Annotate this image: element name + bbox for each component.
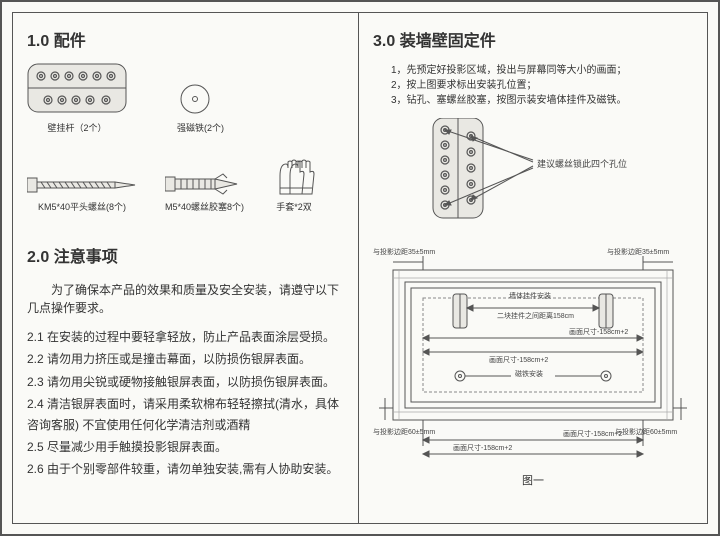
section-1-title: 1.0 配件 bbox=[27, 27, 344, 51]
bracket-icon bbox=[27, 63, 127, 117]
label-magnet-install: 磁铁安装 bbox=[515, 369, 543, 378]
note-2-2: 2.2 请勿用力挤压或是撞击幕面，以防损伤银屏表面。 bbox=[27, 349, 344, 369]
section-3-title: 3.0 装墙壁固定件 bbox=[373, 27, 693, 51]
magnet-icon bbox=[177, 81, 213, 117]
label-158-bottom-2: 画面尺寸-158cm+2 bbox=[453, 443, 512, 452]
step-3: 3，钻孔、塞螺丝胶塞，按图示装安墙体挂件及磁铁。 bbox=[391, 93, 693, 108]
right-column: 3.0 装墙壁固定件 1，先预定好投影区域，投出与屏幕同等大小的画面； 2，按上… bbox=[359, 13, 707, 523]
dim-top-left: 与投影边距35±5mm bbox=[373, 247, 435, 256]
inner-frame: 1.0 配件 bbox=[12, 12, 708, 524]
label-bracket-dist: 二块挂件之间距离158cm bbox=[497, 311, 574, 320]
label-158-bottom-1: 画面尺寸-158cm+2 bbox=[563, 429, 622, 438]
magnet-label: 强磁铁(2个) bbox=[177, 121, 224, 134]
accessory-row-1: 壁挂杆（2个） 强磁铁(2个) bbox=[27, 63, 344, 134]
accessory-screw: KM5*40平头螺丝(8个) bbox=[27, 174, 137, 213]
accessory-row-2: KM5*40平头螺丝(8个) M5*40螺丝胶塞8个) bbox=[27, 158, 344, 213]
label-158-inside-1: 画面尺寸-158cm+2 bbox=[569, 327, 628, 336]
anchor-icon bbox=[165, 172, 239, 196]
anchor-label: M5*40螺丝胶塞8个) bbox=[165, 200, 244, 213]
step-1: 1，先预定好投影区域，投出与屏幕同等大小的画面； bbox=[391, 63, 693, 78]
bracket-hole-diagram: 建议螺丝锁此四个孔位 bbox=[373, 118, 633, 228]
note-2-5: 2.5 尽量减少用手触摸投影银屏表面。 bbox=[27, 437, 344, 457]
intro-text: 为了确保本产品的效果和质量及安全安装，请遵守以下几点操作要求。 bbox=[27, 281, 344, 317]
accessory-anchor: M5*40螺丝胶塞8个) bbox=[165, 172, 244, 213]
label-wall-install: 墙体挂件安装 bbox=[509, 291, 551, 300]
note-2-6: 2.6 由于个别零部件较重，请勿单独安装,需有人协助安装。 bbox=[27, 459, 344, 479]
wall-install-diagram: 与投影边距35±5mm 与投影边距35±5mm 与投影边距60±5mm 与投影边… bbox=[373, 234, 693, 464]
dim-top-right: 与投影边距35±5mm bbox=[607, 247, 669, 256]
label-158-inside-2: 画面尺寸-158cm+2 bbox=[489, 355, 548, 364]
note-2-4: 2.4 清洁银屏表面时，请采用柔软棉布轻轻擦拭(清水，具体咨询客服) 不宜使用任… bbox=[27, 394, 344, 435]
note-2-3: 2.3 请勿用尖锐或硬物接触银屏表面，以防损伤银屏表面。 bbox=[27, 372, 344, 392]
screw-icon bbox=[27, 174, 137, 196]
dim-side-right: 与投影边距60±5mm bbox=[615, 427, 677, 436]
bracket-label: 壁挂杆（2个） bbox=[27, 121, 127, 134]
step-2: 2，按上图要求标出安装孔位置； bbox=[391, 78, 693, 93]
figure-caption: 图一 bbox=[373, 472, 693, 488]
screw-label: KM5*40平头螺丝(8个) bbox=[27, 200, 137, 213]
page: 1.0 配件 bbox=[0, 0, 720, 536]
install-steps: 1，先预定好投影区域，投出与屏幕同等大小的画面； 2，按上图要求标出安装孔位置；… bbox=[391, 63, 693, 108]
glove-label: 手套*2双 bbox=[272, 200, 316, 213]
section-2-title: 2.0 注意事项 bbox=[27, 243, 344, 267]
dim-side-left: 与投影边距60±5mm bbox=[373, 427, 435, 436]
accessory-glove: 手套*2双 bbox=[272, 158, 316, 213]
hole-note-text: 建议螺丝锁此四个孔位 bbox=[537, 158, 627, 169]
accessory-magnet: 强磁铁(2个) bbox=[177, 81, 224, 134]
figure-bracket-holes: 建议螺丝锁此四个孔位 bbox=[373, 118, 693, 228]
accessory-bracket: 壁挂杆（2个） bbox=[27, 63, 127, 134]
figure-wall-diagram: 与投影边距35±5mm 与投影边距35±5mm 与投影边距60±5mm 与投影边… bbox=[373, 234, 693, 488]
glove-icon bbox=[272, 158, 316, 196]
note-2-1: 2.1 在安装的过程中要轻拿轻放，防止产品表面涂层受损。 bbox=[27, 327, 344, 347]
left-column: 1.0 配件 bbox=[13, 13, 358, 523]
